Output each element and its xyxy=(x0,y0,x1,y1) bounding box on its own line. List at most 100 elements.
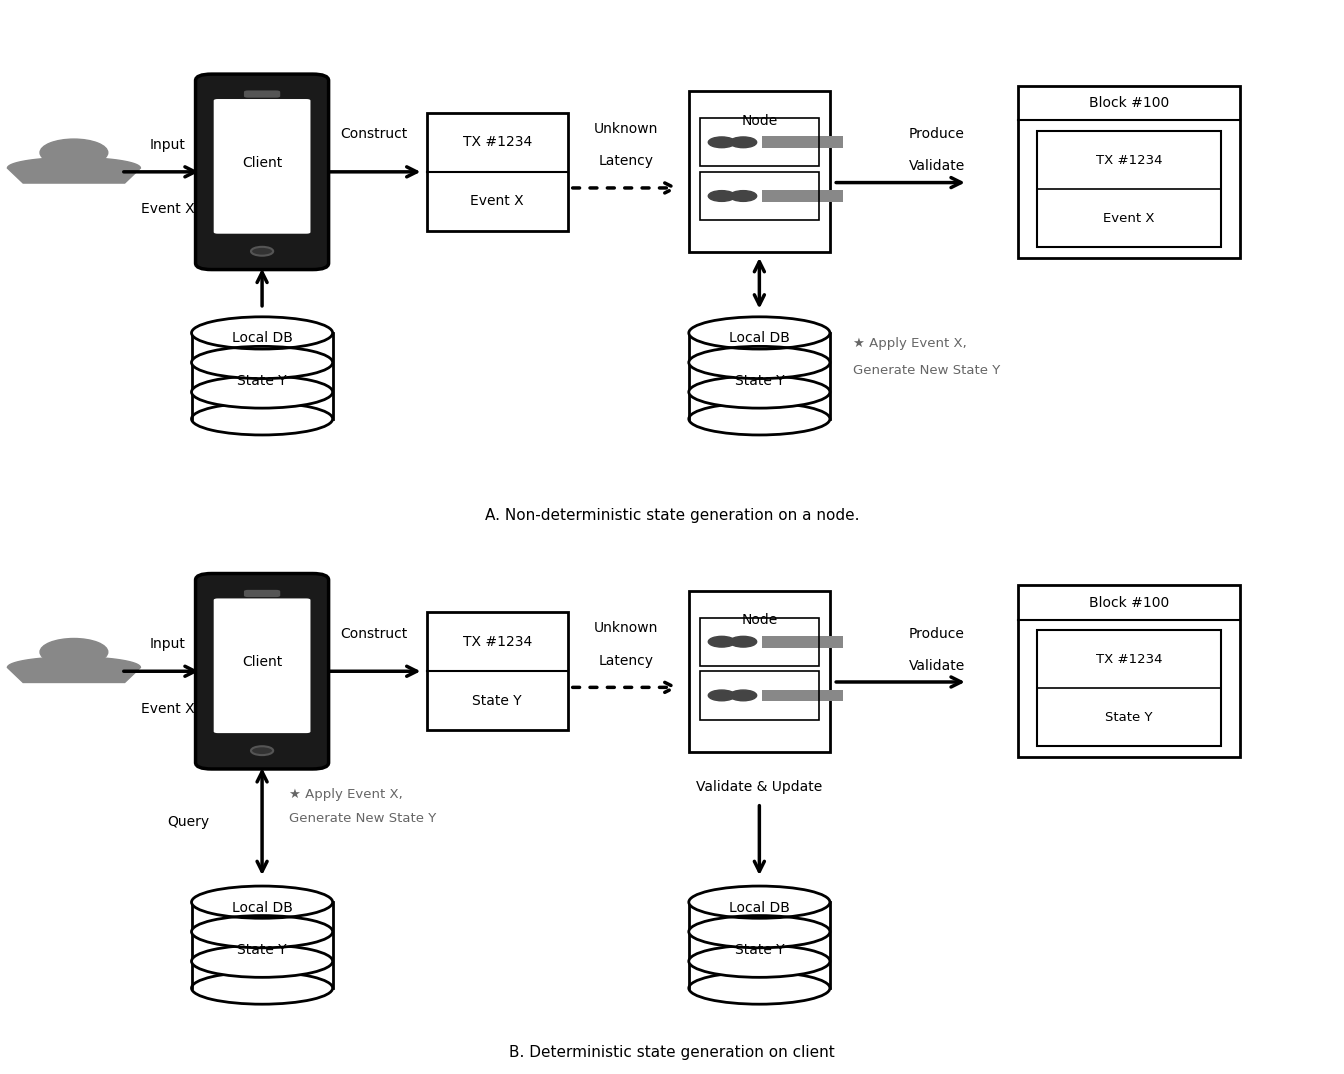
Bar xyxy=(762,690,843,701)
FancyBboxPatch shape xyxy=(196,74,328,270)
Bar xyxy=(1019,585,1239,757)
Bar xyxy=(1019,86,1239,258)
Ellipse shape xyxy=(191,403,332,435)
FancyBboxPatch shape xyxy=(214,598,310,734)
Bar xyxy=(688,333,829,419)
Ellipse shape xyxy=(688,945,829,977)
Bar xyxy=(699,618,818,666)
Text: B. Deterministic state generation on client: B. Deterministic state generation on cli… xyxy=(509,1045,835,1060)
Bar xyxy=(762,636,843,648)
Text: Construct: Construct xyxy=(340,127,407,142)
Text: TX #1234: TX #1234 xyxy=(1095,154,1163,166)
Text: Generate New State Y: Generate New State Y xyxy=(853,364,1001,377)
Circle shape xyxy=(730,691,757,701)
Bar xyxy=(1038,131,1220,247)
Text: Local DB: Local DB xyxy=(728,331,790,346)
Polygon shape xyxy=(7,657,140,682)
Polygon shape xyxy=(7,158,140,183)
Ellipse shape xyxy=(191,972,332,1004)
Bar xyxy=(191,902,332,988)
FancyBboxPatch shape xyxy=(196,574,328,769)
Text: Local DB: Local DB xyxy=(231,331,293,346)
Text: Event X: Event X xyxy=(470,194,524,208)
Ellipse shape xyxy=(191,346,332,379)
Ellipse shape xyxy=(191,376,332,408)
Text: ★ Apply Event X,: ★ Apply Event X, xyxy=(289,788,403,801)
Ellipse shape xyxy=(191,915,332,948)
FancyBboxPatch shape xyxy=(243,590,280,597)
Text: Event X: Event X xyxy=(1103,212,1154,224)
Circle shape xyxy=(251,746,273,755)
Text: Node: Node xyxy=(742,114,777,128)
Text: Validate: Validate xyxy=(909,658,965,673)
Circle shape xyxy=(708,691,735,701)
Bar xyxy=(762,136,843,148)
Text: Latency: Latency xyxy=(599,653,653,668)
Ellipse shape xyxy=(688,886,829,918)
Circle shape xyxy=(708,191,735,202)
Bar xyxy=(427,113,567,231)
Text: Event X: Event X xyxy=(141,202,195,217)
Text: TX #1234: TX #1234 xyxy=(1095,653,1163,666)
Bar xyxy=(699,118,818,166)
Text: Unknown: Unknown xyxy=(594,121,659,136)
Text: Produce: Produce xyxy=(909,626,965,641)
Bar xyxy=(427,612,567,730)
Circle shape xyxy=(730,636,757,647)
Bar xyxy=(699,671,818,720)
Ellipse shape xyxy=(688,376,829,408)
Text: Block #100: Block #100 xyxy=(1089,595,1169,610)
Text: Local DB: Local DB xyxy=(728,900,790,915)
Text: Input: Input xyxy=(151,637,185,652)
Text: TX #1234: TX #1234 xyxy=(462,635,532,649)
Text: State Y: State Y xyxy=(735,943,784,958)
Text: State Y: State Y xyxy=(238,943,286,958)
Text: Node: Node xyxy=(742,613,777,627)
Text: Input: Input xyxy=(151,137,185,153)
Text: TX #1234: TX #1234 xyxy=(462,135,532,149)
Ellipse shape xyxy=(688,972,829,1004)
Text: Validate: Validate xyxy=(909,159,965,174)
Bar xyxy=(1038,630,1220,746)
Bar xyxy=(688,591,829,752)
Text: Client: Client xyxy=(242,655,282,669)
FancyBboxPatch shape xyxy=(243,90,280,98)
Text: Event X: Event X xyxy=(141,701,195,716)
Circle shape xyxy=(251,247,273,256)
Circle shape xyxy=(40,139,108,166)
FancyBboxPatch shape xyxy=(214,99,310,234)
Text: State Y: State Y xyxy=(473,694,521,708)
Circle shape xyxy=(40,638,108,666)
Text: Unknown: Unknown xyxy=(594,621,659,636)
Text: Block #100: Block #100 xyxy=(1089,96,1169,111)
Text: ★ Apply Event X,: ★ Apply Event X, xyxy=(853,337,968,350)
Bar xyxy=(191,333,332,419)
Bar xyxy=(688,902,829,988)
Circle shape xyxy=(730,191,757,202)
Circle shape xyxy=(708,636,735,647)
Ellipse shape xyxy=(688,915,829,948)
Text: State Y: State Y xyxy=(238,374,286,389)
Text: Local DB: Local DB xyxy=(231,900,293,915)
Text: Generate New State Y: Generate New State Y xyxy=(289,812,437,826)
Ellipse shape xyxy=(688,403,829,435)
Ellipse shape xyxy=(688,346,829,379)
Circle shape xyxy=(730,136,757,147)
Text: Query: Query xyxy=(167,814,210,829)
Text: A. Non-deterministic state generation on a node.: A. Non-deterministic state generation on… xyxy=(485,508,859,523)
Text: Produce: Produce xyxy=(909,127,965,142)
Text: State Y: State Y xyxy=(1105,711,1153,724)
Text: State Y: State Y xyxy=(735,374,784,389)
Text: Latency: Latency xyxy=(599,154,653,169)
Ellipse shape xyxy=(191,945,332,977)
Ellipse shape xyxy=(191,317,332,349)
Ellipse shape xyxy=(688,317,829,349)
Text: Client: Client xyxy=(242,156,282,170)
Circle shape xyxy=(708,136,735,147)
Bar xyxy=(762,190,843,202)
Text: Validate & Update: Validate & Update xyxy=(696,780,823,794)
Text: Construct: Construct xyxy=(340,626,407,641)
Bar xyxy=(688,91,829,252)
Bar xyxy=(699,172,818,220)
Ellipse shape xyxy=(191,886,332,918)
